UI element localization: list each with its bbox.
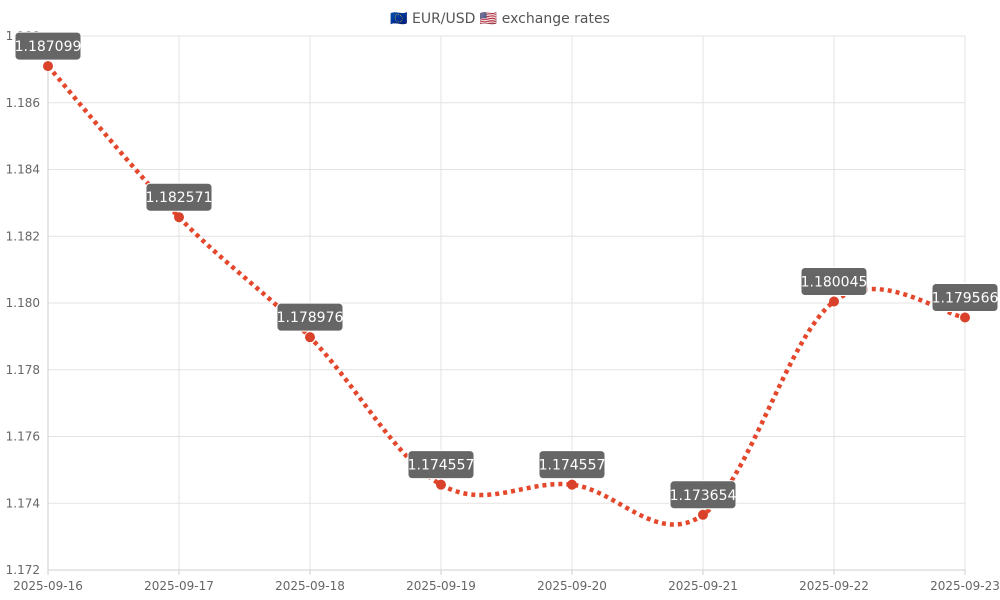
data-label-text: 1.180045: [801, 274, 868, 290]
x-tick-label: 2025-09-18: [275, 579, 345, 593]
data-point: [174, 212, 184, 223]
data-label-box: [538, 450, 606, 480]
data-point: [43, 61, 53, 72]
data-point: [305, 332, 315, 343]
data-label: 1.178976: [276, 302, 344, 332]
data-label: 1.182571: [145, 182, 213, 212]
data-label: 1.179566: [931, 282, 999, 312]
y-tick-label: 1.186: [6, 96, 40, 110]
data-points: [43, 61, 970, 520]
chart-title: 🇪🇺 EUR/USD 🇺🇸 exchange rates: [390, 11, 610, 27]
data-label-box: [669, 480, 737, 510]
data-label-text: 1.187099: [15, 39, 82, 55]
y-tick-label: 1.172: [6, 563, 40, 577]
y-tick-label: 1.184: [6, 163, 40, 177]
data-label-box: [407, 450, 475, 480]
data-label: 1.187099: [14, 31, 82, 61]
data-label-text: 1.179566: [932, 290, 999, 306]
y-tick-label: 1.180: [6, 296, 40, 310]
data-label-text: 1.178976: [277, 310, 344, 326]
y-tick-label: 1.176: [6, 430, 40, 444]
data-point: [960, 312, 970, 323]
data-label: 1.174557: [407, 450, 475, 480]
x-tick-label: 2025-09-19: [406, 579, 476, 593]
x-tick-label: 2025-09-20: [537, 579, 607, 593]
data-point: [436, 479, 446, 490]
x-tick-label: 2025-09-23: [930, 579, 1000, 593]
y-tick-label: 1.182: [6, 229, 40, 243]
x-tick-label: 2025-09-17: [144, 579, 214, 593]
data-label-box: [145, 182, 213, 212]
data-point: [829, 296, 839, 307]
y-tick-label: 1.178: [6, 363, 40, 377]
data-point: [567, 479, 577, 490]
data-label-box: [800, 266, 868, 296]
series-line: [46, 64, 966, 527]
grid: [47, 35, 966, 571]
axes: 1.172 1.174 1.176 1.178 1.180 1.182 1.184 1.186…: [6, 29, 1000, 593]
x-tick-label: 2025-09-22: [799, 579, 869, 593]
data-label: 1.180045: [800, 266, 868, 296]
series-layer: [46, 64, 966, 527]
data-label-text: 1.174557: [408, 458, 475, 474]
data-label: 1.173654: [669, 480, 737, 510]
data-label-box: [14, 31, 82, 61]
data-labels: 1.187099 1.182571 1.178976 1.174557 1.174557…: [14, 31, 999, 510]
x-tick-label: 2025-09-16: [13, 579, 83, 593]
y-tick-label: 1.174: [6, 496, 40, 510]
data-label-text: 1.182571: [146, 190, 213, 206]
data-label-box: [276, 302, 344, 332]
data-point: [698, 509, 708, 520]
data-label: 1.174557: [538, 450, 606, 480]
data-label-text: 1.173654: [670, 488, 737, 504]
data-label-text: 1.174557: [539, 458, 606, 474]
data-label-box: [931, 282, 999, 312]
x-tick-label: 2025-09-21: [668, 579, 738, 593]
